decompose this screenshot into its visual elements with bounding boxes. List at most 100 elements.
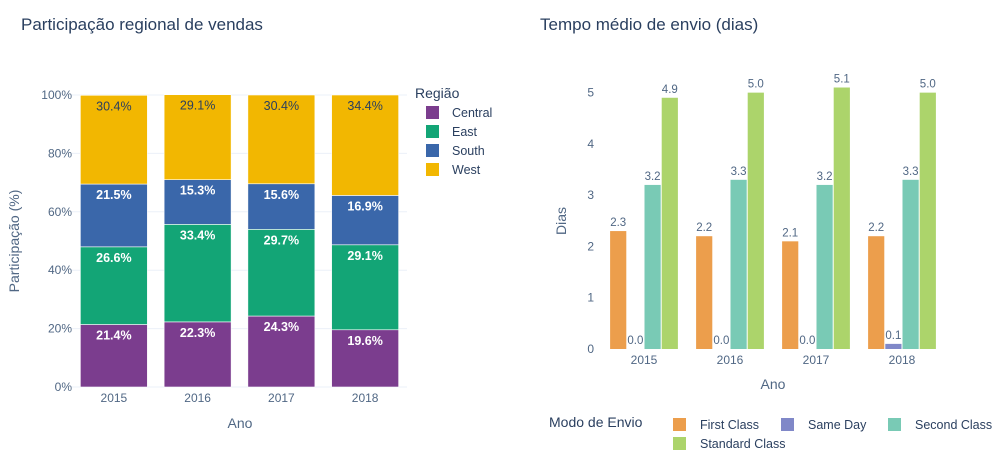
- x-tick-label: 2017: [268, 391, 295, 405]
- legend-item-east[interactable]: East: [426, 125, 478, 139]
- data-label: 15.6%: [264, 188, 299, 202]
- y-tick-label: 80%: [48, 146, 72, 160]
- data-label: 33.4%: [180, 228, 215, 242]
- shipping-time-bars: 2.3 0.0 3.2 4.9 2.2 0.0 3.3 5.0 2.1 0.0 3.2 5.1 2.2 0…: [610, 74, 936, 350]
- bar-first-class-2016: [696, 236, 713, 349]
- legend-item-second-class[interactable]: Second Class: [888, 418, 992, 432]
- legend-label: First Class: [700, 418, 759, 432]
- x-tick-label: 2015: [631, 353, 658, 367]
- legend-item-same-day[interactable]: Same Day: [781, 418, 867, 432]
- bar-south-2017: [247, 183, 316, 230]
- data-label: 0.0: [713, 335, 729, 347]
- data-label: 29.1%: [347, 249, 382, 263]
- data-label: 34.4%: [347, 99, 382, 113]
- data-label: 24.3%: [264, 320, 299, 334]
- data-label: 5.1: [834, 74, 850, 86]
- y-tick-label: 1: [587, 291, 594, 305]
- legend-label: South: [452, 144, 485, 158]
- data-label: 0.0: [627, 335, 643, 347]
- shipping-legend: Modo de Envio First Class Same Day Second …: [549, 414, 992, 451]
- shipping-legend-title: Modo de Envio: [549, 414, 643, 430]
- bar-central-2015: [80, 324, 148, 388]
- shipping-time-chart: Tempo médio de envio (dias) 0 1 2 3 4 5 2.3 0.…: [540, 15, 992, 451]
- bar-south-2018: [331, 195, 399, 246]
- x-tick-label: 2018: [889, 353, 916, 367]
- legend-item-west[interactable]: West: [426, 163, 481, 177]
- shipping-time-y-axis-title: Dias: [553, 207, 569, 235]
- data-label: 2.2: [868, 222, 884, 234]
- data-label: 3.2: [817, 171, 833, 183]
- data-label: 3.3: [903, 166, 919, 178]
- data-label: 29.1%: [180, 99, 215, 113]
- y-tick-label: 5: [587, 86, 594, 100]
- regional-share-x-ticks: 2015 2016 2017 2018: [101, 391, 379, 405]
- data-label: 15.3%: [180, 184, 215, 198]
- shipping-time-y-ticks: 0 1 2 3 4 5: [587, 86, 594, 356]
- legend-swatch: [426, 163, 439, 176]
- shipping-time-title: Tempo médio de envio (dias): [540, 15, 758, 34]
- regional-share-x-axis-title: Ano: [228, 415, 253, 431]
- bar-standard-class-2017: [833, 87, 850, 349]
- bar-second-class-2017: [816, 184, 833, 349]
- bar-standard-class-2015: [661, 97, 678, 349]
- regional-share-y-axis-title: Participação (%): [6, 190, 22, 293]
- bar-south-2015: [80, 183, 148, 248]
- legend-item-central[interactable]: Central: [426, 106, 492, 120]
- regional-share-chart: Participação regional de vendas 0% 20% 40%…: [6, 15, 492, 431]
- bar-central-2016: [163, 321, 232, 388]
- bar-first-class-2018: [868, 236, 885, 349]
- shipping-time-x-axis-title: Ano: [761, 376, 786, 392]
- legend-label: Central: [452, 106, 492, 120]
- y-tick-label: 4: [587, 137, 594, 151]
- shipping-legend-items: First Class Same Day Second Class Standard …: [673, 418, 992, 451]
- y-tick-label: 100%: [41, 88, 72, 102]
- data-label: 30.4%: [264, 99, 299, 113]
- bar-second-class-2016: [730, 179, 747, 349]
- y-tick-label: 2: [587, 239, 594, 253]
- bar-east-2018: [331, 244, 399, 331]
- regional-legend-title: Região: [415, 85, 460, 101]
- x-tick-label: 2017: [803, 353, 830, 367]
- legend-item-first-class[interactable]: First Class: [673, 418, 759, 432]
- data-label: 19.6%: [347, 334, 382, 348]
- legend-swatch: [426, 106, 439, 119]
- legend-swatch: [673, 418, 686, 431]
- legend-swatch: [888, 418, 901, 431]
- data-label: 21.5%: [96, 188, 131, 202]
- bar-second-class-2018: [902, 179, 919, 349]
- bar-first-class-2015: [610, 231, 627, 349]
- y-tick-label: 40%: [48, 263, 72, 277]
- regional-legend-items: Central East South West: [426, 106, 492, 177]
- y-tick-label: 20%: [48, 322, 72, 336]
- legend-label: West: [452, 163, 481, 177]
- bar-east-2016: [163, 224, 232, 323]
- legend-swatch: [673, 437, 686, 450]
- data-label: 2.3: [610, 217, 626, 229]
- bar-west-2015: [80, 94, 148, 185]
- bar-standard-class-2018: [919, 92, 936, 350]
- legend-item-standard-class[interactable]: Standard Class: [673, 437, 785, 451]
- regional-share-bars: 21.4% 26.6% 21.5% 30.4% 22.3% 33.4% 15.3% 29.1%…: [80, 94, 399, 388]
- bar-standard-class-2016: [747, 92, 764, 350]
- legend-item-south[interactable]: South: [426, 144, 485, 158]
- x-tick-label: 2016: [184, 391, 211, 405]
- data-label: 0.0: [799, 335, 815, 347]
- legend-label: Second Class: [915, 418, 992, 432]
- x-tick-label: 2016: [717, 353, 744, 367]
- shipping-time-x-ticks: 2015 2016 2017 2018: [631, 353, 916, 367]
- data-label: 21.4%: [96, 329, 131, 343]
- data-label: 5.0: [920, 79, 936, 91]
- data-label: 5.0: [748, 79, 764, 91]
- legend-label: Same Day: [808, 418, 867, 432]
- legend-swatch: [781, 418, 794, 431]
- data-label: 30.4%: [96, 99, 131, 113]
- bar-south-2016: [163, 179, 232, 225]
- y-tick-label: 0: [587, 342, 594, 356]
- bar-west-2018: [331, 94, 399, 196]
- bar-central-2018: [331, 329, 399, 388]
- regional-share-y-ticks: 0% 20% 40% 60% 80% 100%: [41, 88, 72, 394]
- data-label: 4.9: [662, 84, 678, 96]
- data-label: 16.9%: [347, 199, 382, 213]
- y-tick-label: 0%: [55, 380, 73, 394]
